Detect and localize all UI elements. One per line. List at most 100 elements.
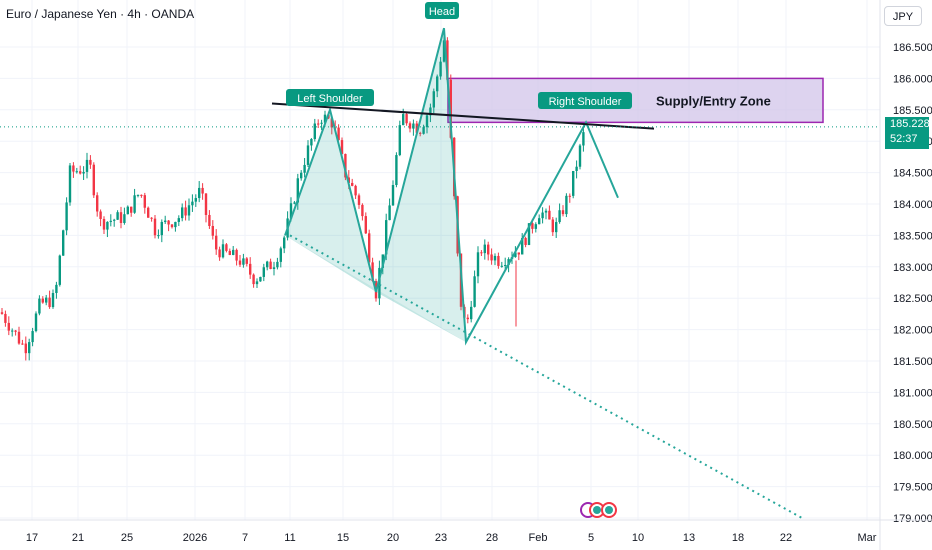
candle-body: [45, 297, 48, 303]
left-shoulder-label-bg: [286, 89, 374, 106]
candle-body: [306, 145, 310, 165]
candle-body: [184, 207, 187, 216]
candle-body: [92, 164, 95, 196]
candle-body: [344, 153, 347, 178]
candle-body: [174, 221, 177, 228]
candle-body: [79, 171, 82, 174]
candle-body: [38, 298, 41, 314]
candle-body: [575, 166, 578, 171]
candle-body: [58, 255, 61, 285]
candle-body: [249, 263, 252, 275]
candle-body: [181, 207, 184, 219]
candle-body: [187, 205, 191, 216]
candle-body: [487, 244, 490, 255]
y-tick-label: 184.500: [893, 168, 932, 180]
candle-body: [140, 194, 143, 196]
candle-body: [153, 218, 157, 236]
y-tick-label: 182.500: [893, 293, 932, 305]
candle-body: [24, 343, 27, 354]
candle-body: [524, 238, 527, 245]
candle-body: [337, 127, 340, 141]
candle-body: [415, 123, 418, 133]
candle-body: [11, 330, 14, 332]
candle-body: [541, 212, 544, 219]
candle-body: [568, 195, 571, 197]
candle-body: [51, 293, 55, 308]
candle-body: [62, 230, 65, 256]
candle-body: [446, 40, 449, 80]
current-price-value: 185.228: [890, 118, 930, 130]
candle-body: [133, 195, 136, 213]
symbol-title[interactable]: Euro / Japanese Yen · 4h · OANDA: [6, 7, 195, 21]
candle-body: [232, 249, 235, 255]
candle-body: [368, 233, 371, 263]
candle-body: [55, 284, 58, 294]
candle-body: [150, 217, 153, 219]
left-shoulder-area: [285, 109, 376, 292]
y-tick-label: 183.000: [893, 262, 932, 274]
candle-body: [228, 250, 231, 255]
candle-body: [388, 205, 391, 221]
candle-body: [191, 201, 194, 206]
x-tick-label: 11: [284, 532, 295, 544]
candle-body: [517, 252, 520, 255]
x-tick-label: 22: [780, 532, 792, 544]
x-tick-label: 20: [387, 532, 399, 544]
candle-body: [323, 114, 327, 123]
x-tick-label: 15: [337, 532, 349, 544]
candle-body: [565, 195, 568, 215]
candle-body: [85, 159, 89, 172]
candle-body: [497, 255, 500, 266]
candle-body: [538, 218, 541, 225]
candle-body: [504, 265, 507, 267]
y-tick-label: 186.000: [893, 73, 932, 85]
trendline-dotted: [289, 234, 803, 519]
right-shoulder-label-bg: [538, 92, 632, 109]
candle-body: [293, 202, 296, 204]
candle-body: [255, 281, 259, 285]
candle-body: [262, 267, 265, 277]
candle-body: [283, 237, 286, 249]
candle-body: [31, 331, 34, 343]
candle-body: [194, 198, 197, 202]
candle-body: [75, 171, 78, 173]
candle-body: [354, 185, 357, 196]
candle-body: [0, 312, 4, 314]
candle-body: [82, 171, 85, 174]
x-tick-label: 13: [683, 532, 695, 544]
candle-body: [296, 178, 299, 203]
candle-body: [96, 195, 99, 212]
currency-button[interactable]: JPY: [884, 6, 922, 26]
candle-body: [476, 252, 480, 277]
candle-body: [113, 219, 116, 221]
candle-body: [555, 222, 558, 233]
candle-body: [89, 159, 92, 165]
candle-body: [225, 244, 228, 251]
candle-body: [385, 220, 388, 255]
candle-body: [340, 140, 344, 154]
candle-body: [221, 244, 225, 258]
candle-body: [531, 223, 534, 229]
x-tick-label: 21: [72, 532, 84, 544]
candle-body: [28, 342, 31, 354]
candle-body: [480, 252, 483, 254]
candle-body: [279, 248, 282, 262]
candle-body: [551, 219, 554, 233]
candle-body: [473, 276, 476, 307]
candle-body: [548, 210, 551, 220]
candle-body: [245, 258, 248, 264]
candle-body: [157, 235, 160, 237]
candle-body: [493, 255, 497, 261]
candle-body: [164, 220, 167, 222]
head-area: [376, 28, 466, 343]
candle-body: [99, 211, 102, 219]
candle-body: [266, 261, 269, 268]
candle-body: [215, 235, 218, 250]
candle-body: [170, 224, 174, 228]
candle-body: [68, 165, 72, 203]
candle-body: [160, 221, 163, 236]
candle-body: [371, 262, 374, 282]
candle-body: [378, 267, 381, 299]
x-tick-label: 28: [486, 532, 498, 544]
